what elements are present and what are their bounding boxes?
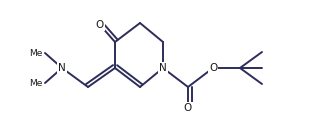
Text: Me: Me — [30, 78, 43, 87]
Text: O: O — [184, 103, 192, 113]
Text: Me: Me — [30, 49, 43, 58]
Text: N: N — [58, 63, 66, 73]
Text: O: O — [209, 63, 217, 73]
Text: N: N — [159, 63, 167, 73]
Text: O: O — [96, 20, 104, 30]
